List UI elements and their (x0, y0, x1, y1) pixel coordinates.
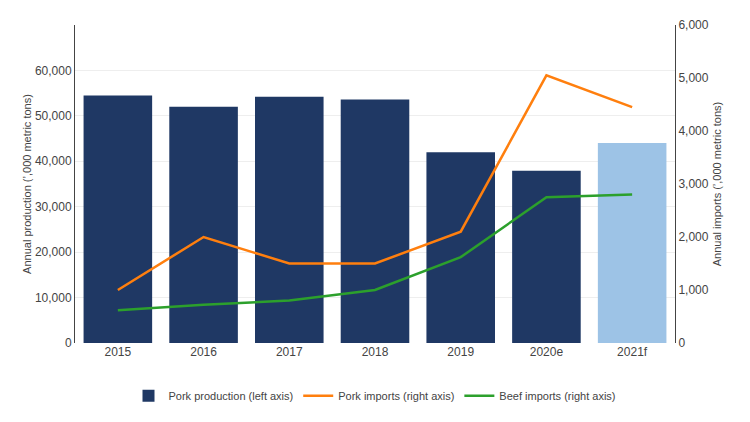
svg-text:2020e: 2020e (530, 345, 564, 359)
svg-text:1,000: 1,000 (678, 283, 708, 297)
svg-text:5,000: 5,000 (678, 71, 708, 85)
svg-text:20,000: 20,000 (35, 245, 72, 259)
svg-text:2018: 2018 (362, 345, 389, 359)
svg-text:0: 0 (65, 336, 72, 350)
svg-text:2015: 2015 (105, 345, 132, 359)
svg-text:2021f: 2021f (617, 345, 648, 359)
svg-text:4,000: 4,000 (678, 124, 708, 138)
svg-text:3,000: 3,000 (678, 177, 708, 191)
svg-text:40,000: 40,000 (35, 154, 72, 168)
svg-text:50,000: 50,000 (35, 109, 72, 123)
svg-text:2019: 2019 (447, 345, 474, 359)
svg-text:6,000: 6,000 (678, 18, 708, 32)
svg-text:10,000: 10,000 (35, 291, 72, 305)
svg-text:Beef imports (right axis): Beef imports (right axis) (499, 390, 615, 402)
svg-text:0: 0 (678, 336, 685, 350)
svg-text:2017: 2017 (276, 345, 303, 359)
svg-text:Pork production (left axis): Pork production (left axis) (169, 390, 294, 402)
svg-text:2016: 2016 (190, 345, 217, 359)
svg-text:Pork imports (right axis): Pork imports (right axis) (338, 390, 454, 402)
svg-text:2,000: 2,000 (678, 230, 708, 244)
svg-text:Annual production (’,000 metri: Annual production (’,000 metric tons) (21, 94, 33, 274)
svg-text:60,000: 60,000 (35, 64, 72, 78)
svg-text:30,000: 30,000 (35, 200, 72, 214)
svg-text:Annual imports (’,000 metric t: Annual imports (’,000 metric tons) (711, 102, 723, 266)
